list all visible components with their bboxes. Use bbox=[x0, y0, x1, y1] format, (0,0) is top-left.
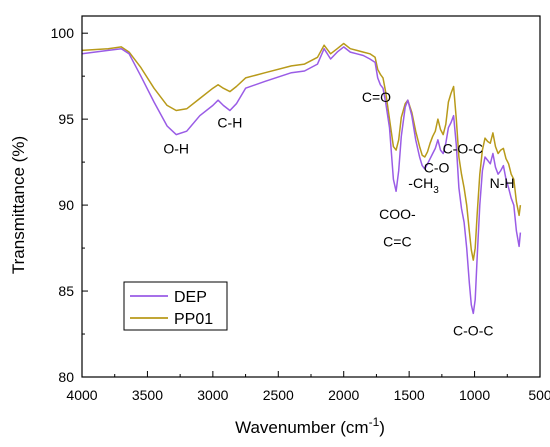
x-tick-label: 3500 bbox=[132, 387, 163, 403]
annotation-label: C-O-C bbox=[453, 323, 493, 339]
annotation-text: C-O-C bbox=[443, 141, 483, 157]
x-axis-label: Wavenumber (cm-1) bbox=[235, 415, 385, 437]
annotation-label: C-H bbox=[217, 115, 242, 131]
x-axis-label-end: ) bbox=[379, 418, 385, 437]
x-axis-label-main: Wavenumber (cm bbox=[235, 418, 369, 437]
x-tick-label: 2000 bbox=[328, 387, 359, 403]
x-tick-label: 3000 bbox=[197, 387, 228, 403]
legend: DEP PP01 bbox=[123, 281, 228, 331]
x-tick-label: 500 bbox=[528, 387, 550, 403]
legend-label-pp01: PP01 bbox=[174, 311, 213, 328]
y-tick-label: 85 bbox=[58, 283, 74, 299]
y-tick-label: 90 bbox=[58, 197, 74, 213]
x-tick-label: 1500 bbox=[394, 387, 425, 403]
y-tick-label: 95 bbox=[58, 111, 74, 127]
annotation-text: N-H bbox=[490, 175, 515, 191]
annotation-text: C=C bbox=[383, 233, 411, 249]
annotation-text: O-H bbox=[163, 141, 189, 157]
annotation-subscript: 3 bbox=[433, 185, 439, 196]
legend-label-dep: DEP bbox=[174, 289, 207, 306]
y-tick-label: 80 bbox=[58, 369, 74, 385]
axis-ticks: 4000 3500 3000 2500 2000 1500 1000 500 80 85 90 95 1… bbox=[51, 25, 550, 403]
x-tick-label: 1000 bbox=[459, 387, 490, 403]
annotation-label: O-H bbox=[163, 141, 189, 157]
annotation-text: -CH bbox=[408, 175, 433, 191]
x-axis-label-sup: -1 bbox=[369, 415, 380, 429]
annotation-label: C=O bbox=[362, 89, 391, 105]
plot-frame bbox=[81, 15, 541, 378]
legend-box bbox=[123, 281, 228, 331]
annotation-text: C-H bbox=[217, 115, 242, 131]
annotation-label: C-O bbox=[424, 159, 450, 175]
y-tick-label: 100 bbox=[51, 25, 75, 41]
annotation-text: C-O bbox=[424, 159, 450, 175]
annotation-label: N-H bbox=[490, 175, 515, 191]
annotation-label: C-O-C bbox=[443, 141, 483, 157]
annotation-label: -CH3 bbox=[408, 175, 439, 196]
series-line-pp01 bbox=[81, 42, 522, 261]
series-line-dep bbox=[81, 46, 522, 315]
series-layer bbox=[81, 42, 522, 315]
annotation-text: C=O bbox=[362, 89, 391, 105]
y-axis-label: Transmittance (%) bbox=[9, 136, 28, 274]
x-tick-label: 2500 bbox=[263, 387, 294, 403]
x-tick-label: 4000 bbox=[66, 387, 97, 403]
annotation-label: C=C bbox=[383, 233, 411, 249]
annotation-text: COO- bbox=[379, 206, 416, 222]
annotation-text: C-O-C bbox=[453, 323, 493, 339]
annotation-label: COO- bbox=[379, 206, 416, 222]
